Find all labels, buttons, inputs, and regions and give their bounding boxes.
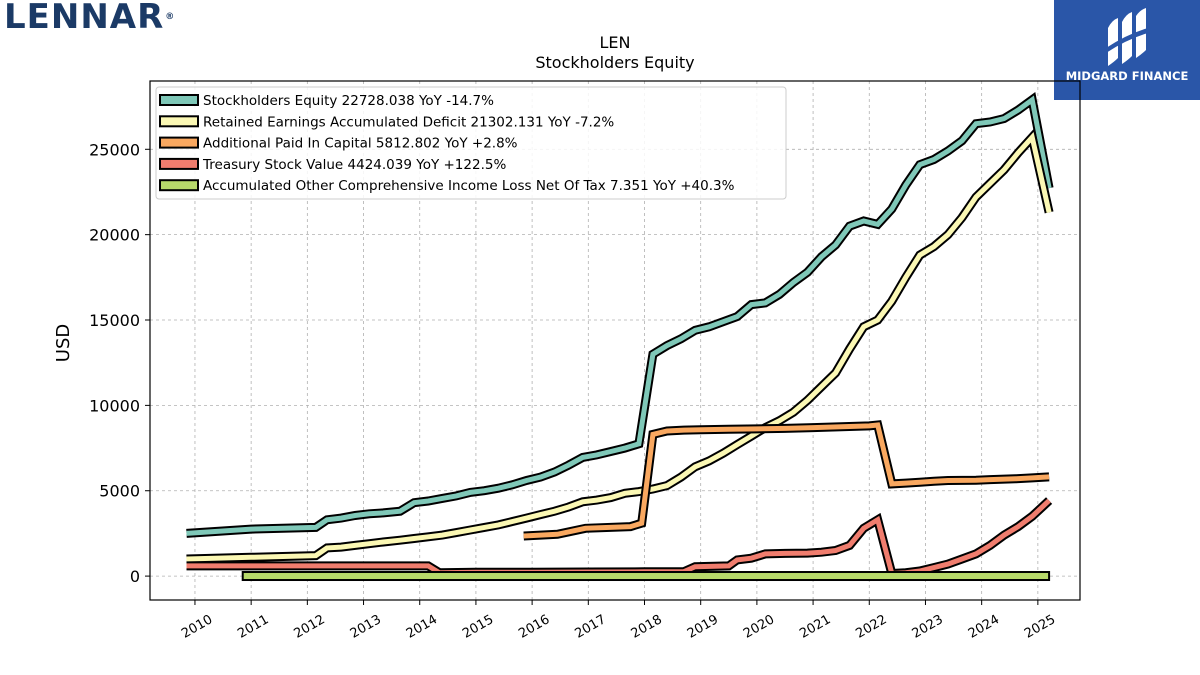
x-tick-label: 2021 <box>797 612 833 642</box>
x-tick-label: 2010 <box>179 612 215 642</box>
y-tick-label: 0 <box>130 567 140 586</box>
y-tick-label: 25000 <box>89 140 140 159</box>
x-tick-label: 2014 <box>404 612 440 642</box>
series-line <box>523 422 1050 539</box>
x-tick-label: 2015 <box>460 612 496 642</box>
x-tick-label: 2011 <box>235 612 271 642</box>
series-accumulated-other-comprehensive-income-loss-net-of-tax <box>241 571 1051 582</box>
midgard-badge-label: MIDGARD FINANCE <box>1065 69 1189 83</box>
registered-mark: ® <box>165 12 176 22</box>
x-tick-label: 2022 <box>853 612 889 642</box>
series-outline <box>186 497 1053 579</box>
x-tick-label: 2023 <box>910 612 946 642</box>
lennar-logo-text: LENNAR <box>4 0 165 37</box>
x-tick-label: 2016 <box>516 612 552 642</box>
x-tick-label: 2012 <box>292 612 328 642</box>
series-stockholders-equity <box>186 91 1054 538</box>
x-tick-label: 2025 <box>1022 612 1058 642</box>
plot-frame <box>149 80 1081 601</box>
y-axis-label: USD <box>53 324 74 362</box>
y-tick-label: 10000 <box>89 396 140 415</box>
x-tick-label: 2019 <box>685 612 721 642</box>
midgard-finance-badge: MIDGARD FINANCE <box>1054 0 1200 100</box>
legend-box <box>155 86 787 200</box>
y-tick-label: 15000 <box>89 311 140 330</box>
series-treasury-stock-value <box>186 497 1053 579</box>
legend-entry: Accumulated Other Comprehensive Income L… <box>203 178 735 194</box>
series-line <box>186 132 1052 562</box>
legend-swatch <box>159 115 199 128</box>
legend-entry: Stockholders Equity 22728.038 YoY -14.7% <box>203 93 494 109</box>
chart-subtitle: Stockholders Equity <box>535 53 694 72</box>
x-tick-label: 2018 <box>629 612 665 642</box>
lennar-logo: LENNAR® <box>4 0 175 35</box>
x-tick-label: 2013 <box>348 612 384 642</box>
legend-entry: Additional Paid In Capital 5812.802 YoY … <box>203 136 518 152</box>
x-tick-label: 2020 <box>741 612 777 642</box>
legend-entry: Treasury Stock Value 4424.039 YoY +122.5… <box>202 157 506 173</box>
series-additional-paid-in-capital <box>523 420 1050 541</box>
legend-swatch <box>159 94 199 106</box>
legend-swatch <box>159 136 199 149</box>
midgard-logo-icon <box>1106 8 1148 66</box>
legend-swatch <box>159 157 199 170</box>
legend: Stockholders Equity 22728.038 YoY -14.7%… <box>155 86 787 200</box>
legend-swatch <box>159 179 199 192</box>
series-line <box>186 95 1052 536</box>
series-retained-earnings-accumulated-deficit <box>186 127 1054 564</box>
legend-entry: Retained Earnings Accumulated Deficit 21… <box>203 114 614 130</box>
chart-title: LEN <box>600 33 631 52</box>
x-tick-label: 2017 <box>572 612 608 642</box>
y-tick-label: 20000 <box>89 226 140 245</box>
y-tick-label: 5000 <box>99 482 140 501</box>
x-tick-label: 2024 <box>966 612 1002 642</box>
series-band <box>241 571 1051 582</box>
series-layer <box>186 91 1054 582</box>
